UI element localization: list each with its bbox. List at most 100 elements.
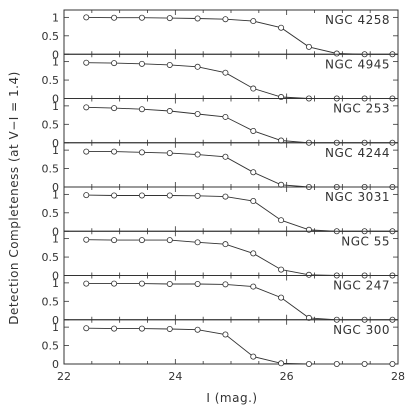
data-point — [250, 127, 257, 134]
data-point — [278, 294, 285, 301]
y-tick-label: 0 — [52, 137, 59, 150]
y-tick-label: 0 — [52, 48, 59, 61]
x-tick-label: 24 — [168, 370, 182, 383]
data-point — [138, 237, 145, 244]
series-label: NGC 300 — [333, 323, 390, 337]
data-point — [305, 271, 312, 278]
data-point — [333, 50, 340, 57]
y-tick-label: 0.5 — [42, 295, 60, 308]
y-tick-label: 1 — [52, 100, 59, 113]
y-tick-label: 0 — [52, 270, 59, 283]
data-point — [83, 59, 90, 66]
data-point — [250, 198, 257, 205]
data-point — [305, 314, 312, 321]
y-tick-label: 0.5 — [42, 251, 60, 264]
data-point — [278, 360, 285, 367]
data-point — [83, 192, 90, 199]
data-point — [194, 110, 201, 117]
data-point — [166, 61, 173, 68]
y-tick-label: 1 — [52, 321, 59, 334]
data-point — [166, 192, 173, 199]
y-tick-label: 1 — [52, 56, 59, 69]
y-tick-label: 1 — [52, 144, 59, 157]
data-point — [194, 15, 201, 22]
x-axis-label: I (mag.) — [206, 391, 257, 405]
y-tick-label: 0.5 — [42, 163, 60, 176]
data-point — [111, 14, 118, 21]
panel: 0 0.5 1 NGC 4945 — [42, 53, 399, 106]
data-point — [222, 153, 229, 160]
y-tick-label: 0 — [52, 93, 59, 106]
data-point — [222, 193, 229, 200]
panel: 0 0.5 1 NGC 3031 — [42, 186, 399, 238]
data-point — [194, 239, 201, 246]
data-point — [194, 192, 201, 199]
x-tick-label: 28 — [391, 370, 405, 383]
data-point — [194, 326, 201, 333]
data-point — [250, 353, 257, 360]
data-point — [389, 360, 396, 367]
series-label: NGC 3031 — [325, 190, 390, 204]
data-point — [166, 108, 173, 115]
data-point — [111, 192, 118, 199]
data-point — [83, 14, 90, 21]
series-label: NGC 4244 — [325, 146, 390, 160]
y-tick-label: 0 — [52, 181, 59, 194]
data-point — [278, 217, 285, 224]
data-point — [166, 280, 173, 287]
y-axis-label: Detection Completeness (at V−I = 1.4) — [7, 71, 21, 325]
data-point — [138, 280, 145, 287]
data-point — [138, 14, 145, 21]
data-point — [250, 18, 257, 25]
data-point — [166, 325, 173, 332]
data-point — [166, 150, 173, 157]
data-point — [138, 60, 145, 67]
y-tick-label: 0 — [52, 225, 59, 238]
data-point — [278, 24, 285, 31]
data-point — [278, 266, 285, 273]
data-point — [166, 237, 173, 244]
data-point — [138, 325, 145, 332]
data-point — [222, 281, 229, 288]
panel: 0 0.5 1 NGC 55 — [42, 230, 399, 283]
x-tick-label: 22 — [57, 370, 71, 383]
data-point — [222, 16, 229, 23]
data-point — [305, 360, 312, 367]
y-tick-label: 0 — [52, 358, 59, 371]
data-point — [138, 192, 145, 199]
data-point — [305, 43, 312, 50]
data-point — [111, 325, 118, 332]
data-point — [83, 148, 90, 155]
series-label: NGC 4945 — [325, 57, 390, 71]
data-point — [222, 113, 229, 120]
data-point — [222, 331, 229, 338]
y-tick-label: 1 — [52, 233, 59, 246]
data-point — [83, 325, 90, 332]
x-tick-label: 26 — [280, 370, 294, 383]
panel: 0 0.5 1 NGC 4258 — [42, 9, 399, 61]
panel: 0 0.5 1 NGC 300 — [42, 319, 399, 371]
data-point — [83, 280, 90, 287]
data-point — [361, 360, 368, 367]
series-label: NGC 253 — [333, 102, 390, 116]
data-point — [111, 60, 118, 67]
y-tick-label: 0.5 — [42, 30, 60, 43]
data-point — [83, 236, 90, 243]
data-point — [222, 241, 229, 248]
data-point — [333, 360, 340, 367]
data-point — [194, 63, 201, 70]
series-label: NGC 4258 — [325, 13, 390, 27]
y-tick-label: 1 — [52, 188, 59, 201]
series-label: NGC 247 — [333, 279, 390, 293]
data-point — [250, 283, 257, 290]
data-point — [166, 15, 173, 22]
data-point — [194, 151, 201, 158]
y-tick-label: 0.5 — [42, 118, 60, 131]
data-point — [111, 148, 118, 155]
panel: 0 0.5 1 NGC 253 — [42, 98, 399, 150]
panel: 0 0.5 1 NGC 247 — [42, 275, 399, 327]
data-point — [250, 85, 257, 92]
panel: 0 0.5 1 NGC 4244 — [42, 142, 399, 194]
series-line — [86, 327, 393, 365]
